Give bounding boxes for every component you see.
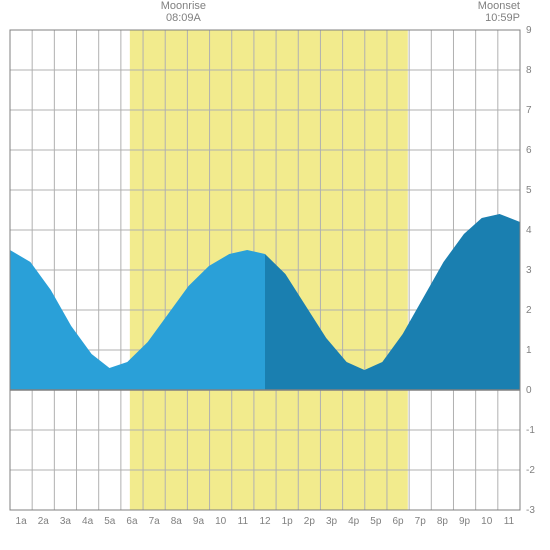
x-tick-label: 1p bbox=[282, 516, 294, 527]
x-tick-label: 3p bbox=[326, 516, 338, 527]
x-tick-label: 10 bbox=[215, 516, 227, 527]
x-tick-label: 6a bbox=[126, 516, 138, 527]
y-tick-label: -3 bbox=[526, 505, 535, 516]
x-tick-label: 5p bbox=[370, 516, 382, 527]
x-tick-label: 3a bbox=[60, 516, 72, 527]
y-tick-label: 4 bbox=[526, 225, 532, 236]
y-tick-label: 9 bbox=[526, 25, 532, 36]
y-tick-label: 2 bbox=[526, 305, 532, 316]
x-tick-label: 9a bbox=[193, 516, 205, 527]
chart-svg: -3-2-101234567891a2a3a4a5a6a7a8a9a101112… bbox=[0, 0, 550, 550]
y-tick-label: 0 bbox=[526, 385, 532, 396]
y-tick-label: 7 bbox=[526, 105, 532, 116]
x-tick-label: 8a bbox=[171, 516, 183, 527]
y-tick-label: 6 bbox=[526, 145, 532, 156]
x-tick-label: 12 bbox=[259, 516, 271, 527]
y-tick-label: -2 bbox=[526, 465, 535, 476]
y-tick-label: 1 bbox=[526, 345, 532, 356]
x-tick-label: 11 bbox=[504, 516, 515, 527]
moonrise-title: Moonrise bbox=[153, 0, 213, 12]
moonrise-label: Moonrise 08:09A bbox=[153, 0, 213, 24]
x-tick-label: 5a bbox=[104, 516, 116, 527]
x-tick-label: 2a bbox=[38, 516, 50, 527]
tide-chart: -3-2-101234567891a2a3a4a5a6a7a8a9a101112… bbox=[0, 0, 550, 550]
x-tick-label: 1a bbox=[16, 516, 28, 527]
y-tick-label: 5 bbox=[526, 185, 532, 196]
x-tick-label: 10 bbox=[481, 516, 493, 527]
moonrise-time: 08:09A bbox=[153, 12, 213, 24]
y-tick-label: 3 bbox=[526, 265, 532, 276]
moonset-label: Moonset 10:59P bbox=[460, 0, 520, 24]
x-tick-label: 11 bbox=[238, 516, 249, 527]
x-tick-label: 7p bbox=[415, 516, 427, 527]
moonset-time: 10:59P bbox=[460, 12, 520, 24]
x-tick-label: 6p bbox=[392, 516, 404, 527]
y-tick-label: -1 bbox=[526, 425, 535, 436]
x-tick-label: 4a bbox=[82, 516, 94, 527]
x-tick-label: 8p bbox=[437, 516, 449, 527]
y-tick-label: 8 bbox=[526, 65, 532, 76]
x-tick-label: 7a bbox=[149, 516, 161, 527]
x-tick-label: 9p bbox=[459, 516, 471, 527]
moonset-title: Moonset bbox=[460, 0, 520, 12]
x-tick-label: 4p bbox=[348, 516, 360, 527]
x-tick-label: 2p bbox=[304, 516, 316, 527]
